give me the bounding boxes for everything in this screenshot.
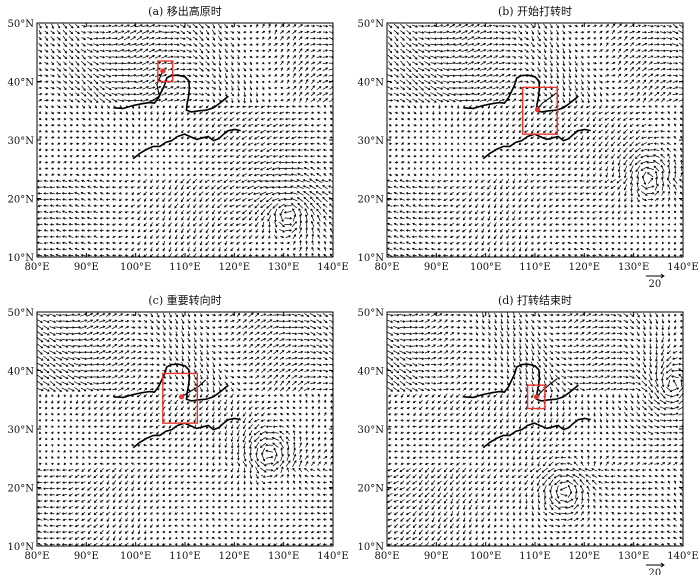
lat-tick-label: 50°N: [358, 308, 385, 319]
lon-tick-label: 120°E: [569, 262, 600, 273]
vortex-center-marker: [178, 394, 185, 400]
lon-tick-label: 90°E: [424, 551, 449, 562]
lon-tick-label: 130°E: [618, 262, 649, 273]
lon-tick-label: 100°E: [470, 262, 501, 273]
lon-tick-label: 110°E: [169, 262, 200, 273]
lon-tick-label: 100°E: [470, 551, 501, 562]
panel-title: (d) 打转结束时: [498, 293, 572, 307]
lon-tick-label: 120°E: [219, 551, 250, 562]
reference-vector: 20: [645, 273, 665, 290]
vortex-center-marker: [533, 394, 540, 400]
vortex-center-marker: [534, 106, 541, 113]
lon-tick-label: 90°E: [74, 262, 99, 273]
wind-vector-field: [387, 312, 683, 546]
lon-tick-label: 140°E: [667, 551, 698, 562]
vortex-region-box: [521, 86, 558, 135]
lat-tick-label: 40°N: [8, 78, 35, 89]
panel-b: (b) 开始打转时 80°E 90°E 100°E 110°E 120°E 130°E 140…: [358, 4, 699, 290]
panel-title: (a) 移出高原时: [148, 4, 222, 18]
vortex-track-line: [537, 92, 557, 110]
lon-tick-label: 120°E: [569, 551, 600, 562]
vortex-region-box: [526, 384, 546, 410]
panel-d: (d) 打转结束时 80°E 90°E 100°E 110°E 120°E 130°E 140…: [358, 293, 699, 575]
lon-tick-label: 110°E: [169, 551, 200, 562]
vortex-track-line: [536, 378, 558, 398]
yangtze-river-line: [132, 128, 241, 160]
yellow-river-line: [113, 74, 229, 113]
yangtze-river-line: [482, 417, 591, 449]
panel-title: (c) 重要转向时: [148, 293, 221, 307]
lat-tick-label: 20°N: [358, 195, 385, 206]
vortex-region-box: [157, 60, 174, 83]
lon-tick-label: 80°E: [374, 551, 399, 562]
reference-vector-label: 20: [649, 279, 662, 290]
lat-tick-label: 40°N: [8, 367, 35, 378]
panel-title: (b) 开始打转时: [498, 4, 572, 18]
lon-tick-label: 140°E: [317, 551, 348, 562]
lon-tick-label: 110°E: [519, 262, 550, 273]
yellow-river-line: [463, 74, 579, 113]
lat-tick-label: 50°N: [358, 19, 385, 30]
lon-tick-label: 80°E: [24, 551, 49, 562]
lat-tick-label: 30°N: [8, 136, 35, 147]
lon-tick-label: 80°E: [24, 262, 49, 273]
reference-vector: 20: [645, 562, 665, 575]
panel-frame: [36, 311, 334, 547]
panel-c: (c) 重要转向时 80°E 90°E 100°E 110°E 120°E 130°E 140…: [8, 293, 349, 562]
lon-tick-label: 130°E: [268, 551, 299, 562]
yangtze-river-line: [132, 417, 241, 449]
yellow-river-line: [463, 363, 579, 402]
reference-vector-label: 20: [649, 568, 662, 575]
lat-tick-label: 10°N: [358, 253, 385, 264]
lat-tick-label: 30°N: [8, 425, 35, 436]
lat-tick-label: 20°N: [8, 195, 35, 206]
lon-tick-label: 110°E: [519, 551, 550, 562]
lat-tick-label: 20°N: [8, 484, 35, 495]
vortex-region-box: [162, 372, 199, 424]
yellow-river-line: [113, 363, 229, 402]
vortex-center-marker: [160, 68, 166, 74]
lon-tick-label: 130°E: [268, 262, 299, 273]
lon-tick-label: 130°E: [618, 551, 649, 562]
lon-tick-label: 100°E: [120, 262, 151, 273]
lat-tick-label: 50°N: [8, 19, 35, 30]
vortex-track-line: [181, 379, 207, 398]
lat-tick-label: 10°N: [8, 542, 35, 553]
lat-tick-label: 40°N: [358, 78, 385, 89]
wind-vector-field: [37, 23, 333, 257]
lon-tick-label: 90°E: [424, 262, 449, 273]
lon-tick-label: 80°E: [374, 262, 399, 273]
wind-vector-field: [37, 312, 333, 546]
panel-frame: [386, 22, 684, 258]
vortex-track-line: [150, 70, 164, 103]
lat-tick-label: 30°N: [358, 136, 385, 147]
lon-tick-label: 140°E: [667, 262, 698, 273]
lat-tick-label: 10°N: [358, 542, 385, 553]
lon-tick-label: 90°E: [74, 551, 99, 562]
lon-tick-label: 120°E: [219, 262, 250, 273]
lat-tick-label: 10°N: [8, 253, 35, 264]
yangtze-river-line: [482, 128, 591, 160]
lon-tick-label: 140°E: [317, 262, 348, 273]
lat-tick-label: 40°N: [358, 367, 385, 378]
lon-tick-label: 100°E: [120, 551, 151, 562]
wind-vector-field: [387, 23, 683, 257]
lat-tick-label: 50°N: [8, 308, 35, 319]
lat-tick-label: 20°N: [358, 484, 385, 495]
lat-tick-label: 30°N: [358, 425, 385, 436]
panel-a: (a) 移出高原时 80°E 90°E 100°E 110°E 120°E 130°E 140…: [8, 4, 349, 273]
